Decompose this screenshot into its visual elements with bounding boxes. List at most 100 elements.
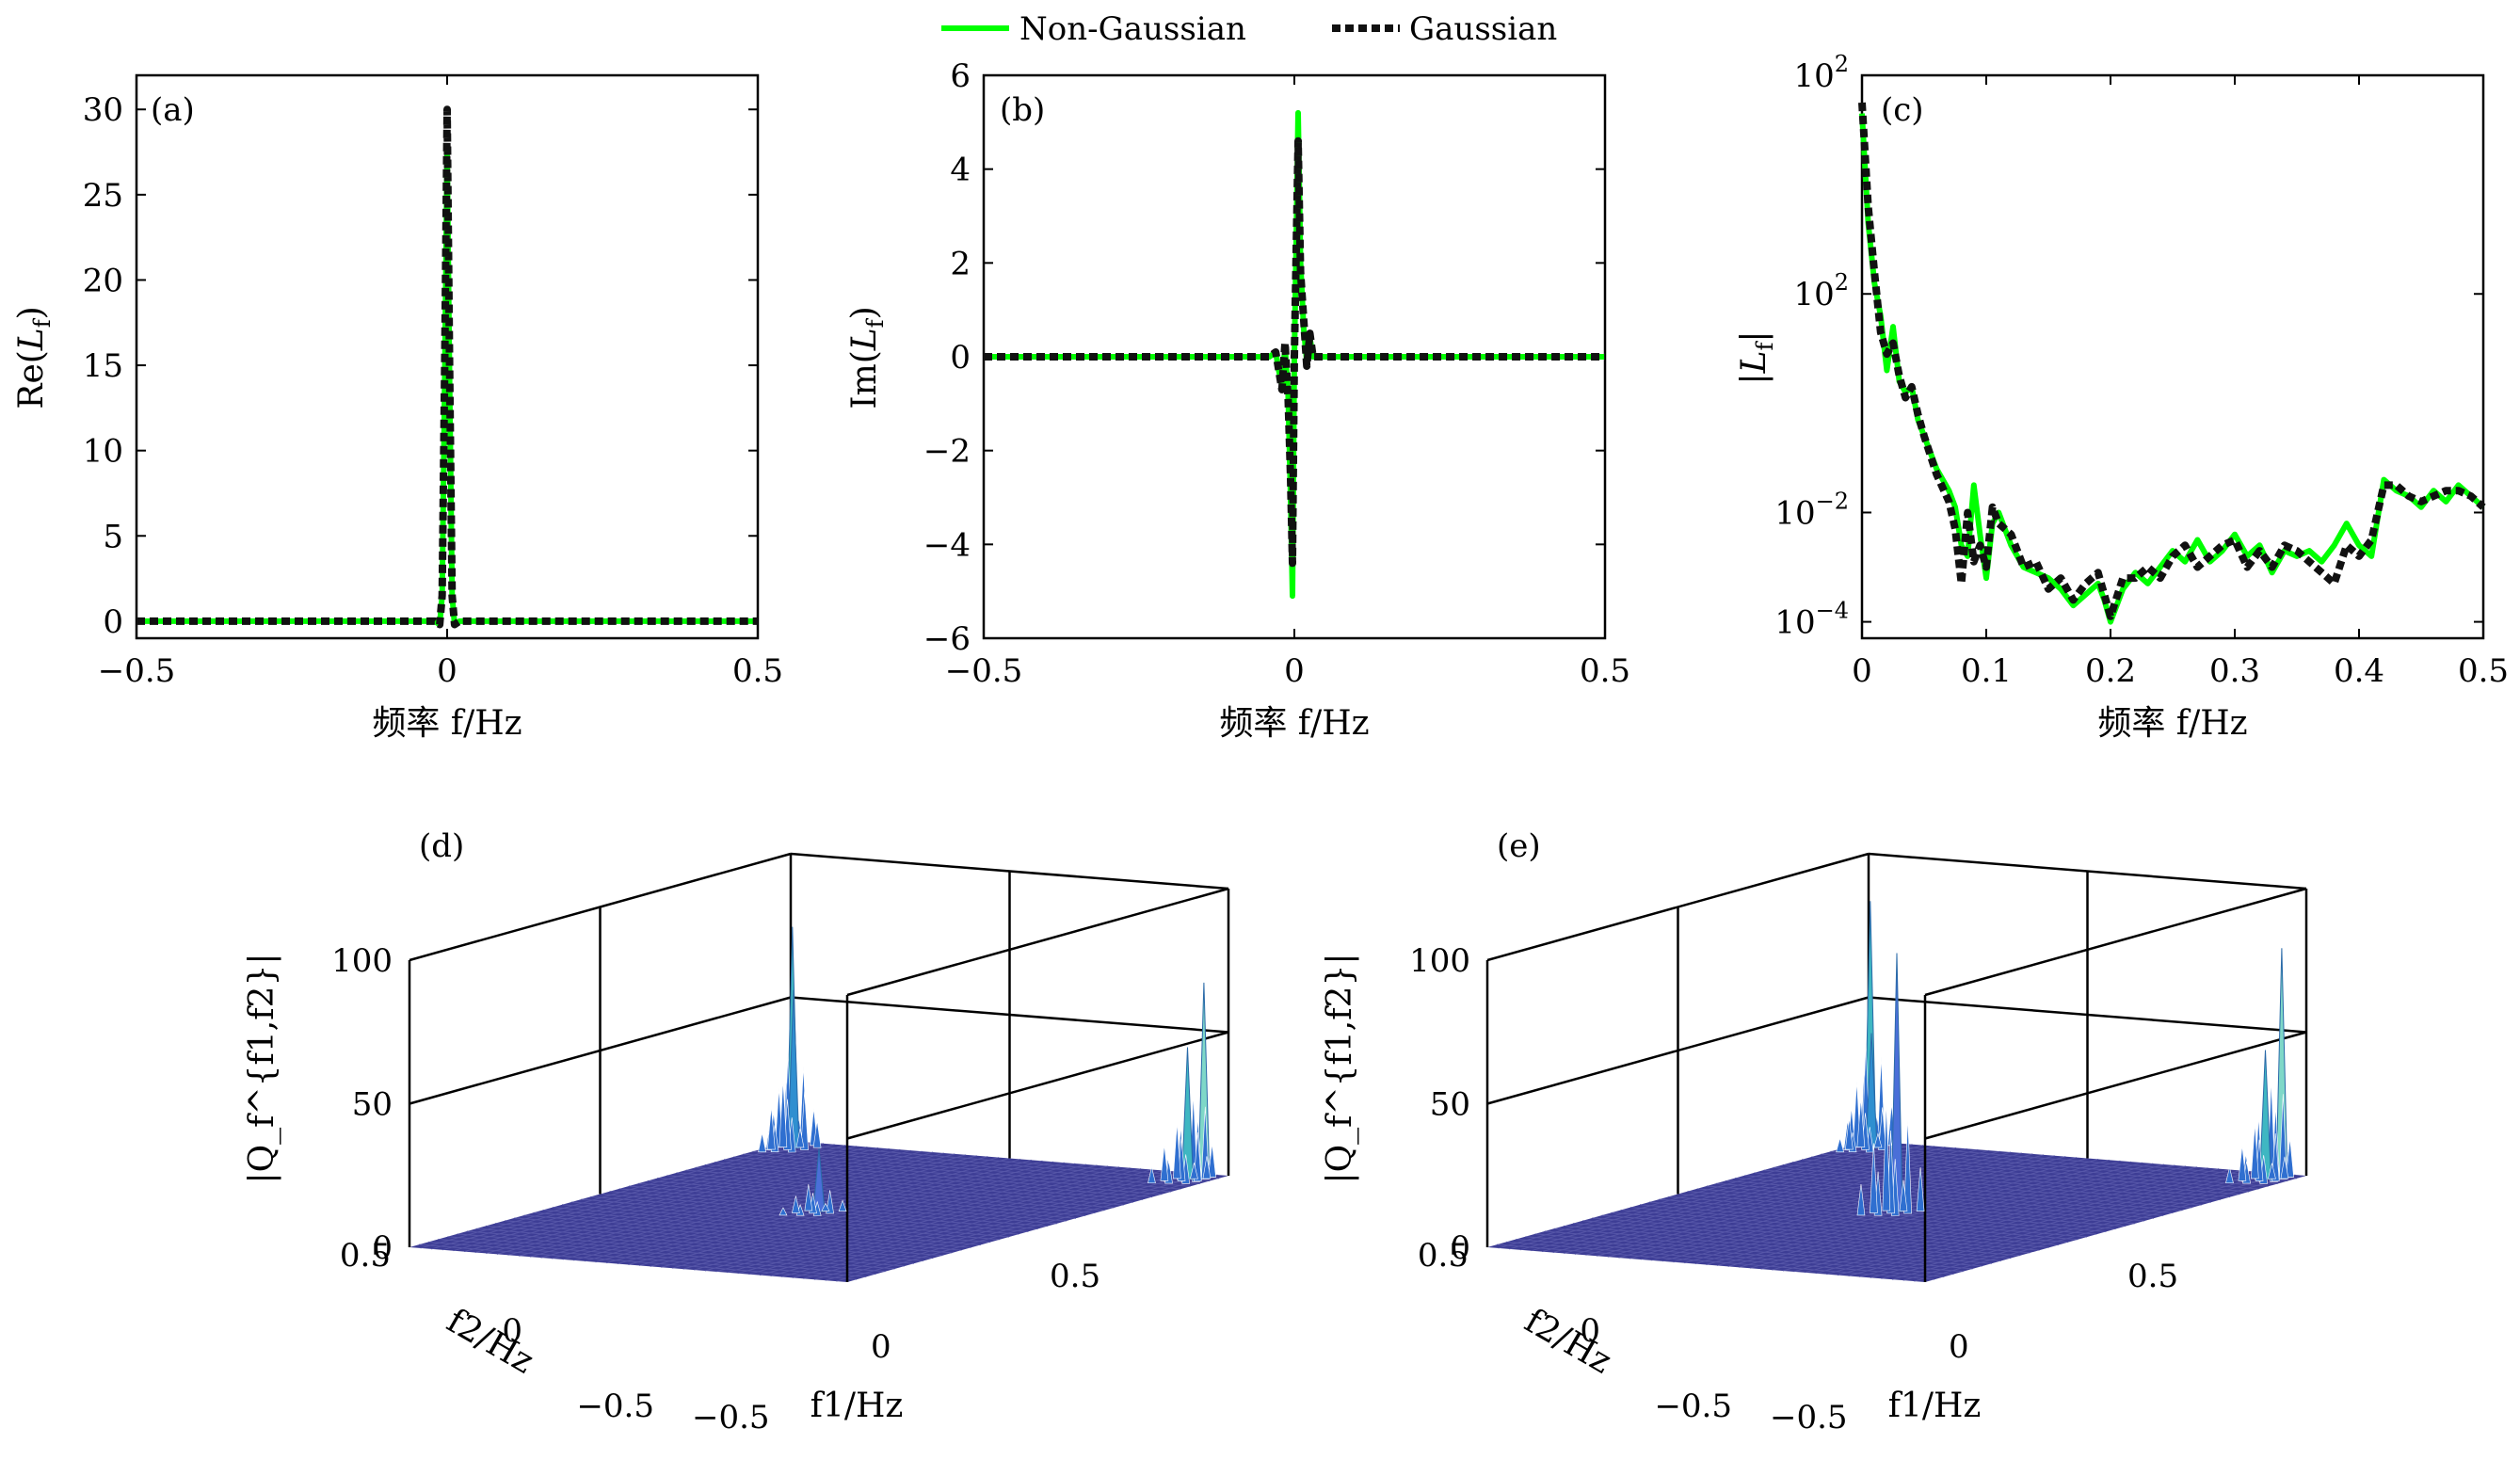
chart-b-xtick-label: 0 bbox=[1284, 652, 1305, 690]
chart-e-floor-grid bbox=[1735, 1178, 2174, 1214]
chart-e-floor-grid bbox=[1839, 1147, 2278, 1184]
chart-b-ytick-label: 2 bbox=[950, 245, 971, 282]
chart-d-f1label: f1/Hz bbox=[811, 1387, 904, 1425]
chart-e-floor-grid bbox=[1791, 1162, 2231, 1198]
chart-d-peak-minor bbox=[767, 1106, 776, 1150]
chart-e-floor-grid bbox=[1749, 1161, 2132, 1269]
chart-e-floor-grid bbox=[1715, 1182, 2155, 1219]
chart-d-f2label: f2/Hz bbox=[441, 1302, 540, 1382]
chart-c-xtick-label: 0.1 bbox=[1961, 652, 2012, 690]
chart-d-f1-tick-label: 0 bbox=[871, 1328, 891, 1366]
legend-label-non-gaussian: Non-Gaussian bbox=[1019, 10, 1246, 48]
chart-d-peak-minor bbox=[1160, 1145, 1169, 1181]
chart-c-panel-label: (c) bbox=[1881, 91, 1924, 129]
chart-d-floor-grid bbox=[733, 1156, 1172, 1193]
chart-e-floor-grid bbox=[1848, 1169, 2230, 1277]
chart-e-f1-tick-label: −0.5 bbox=[1770, 1399, 1848, 1436]
chart-d-peak-minor bbox=[758, 1132, 766, 1153]
chart-d-floor-grid bbox=[704, 1163, 1087, 1272]
chart-d-floor-grid bbox=[792, 1170, 1175, 1278]
chart-b-ytick-label: −2 bbox=[923, 433, 971, 471]
chart-d-peak-minor bbox=[792, 1195, 800, 1213]
chart-a-ytick-label: 0 bbox=[103, 603, 123, 641]
chart-e-peak-minor bbox=[1844, 1118, 1854, 1150]
chart-a-ytick-label: 30 bbox=[83, 91, 123, 129]
chart-d-peak-minor bbox=[838, 1199, 847, 1211]
chart-d-floor-grid bbox=[825, 1173, 1207, 1281]
chart-c-ytick-label: 102 bbox=[1793, 51, 1849, 95]
chart-e-floor-grid bbox=[1815, 1166, 2197, 1275]
chart-d-floor-grid bbox=[618, 1188, 1057, 1225]
chart-d-floor-grid bbox=[661, 1160, 1043, 1268]
chart-e-wall-edge bbox=[1924, 887, 2307, 997]
chart-b-ytick-label: 4 bbox=[950, 152, 971, 189]
chart-e-peak-minor bbox=[1903, 1117, 1912, 1214]
chart-e-ztick-label: 0 bbox=[1450, 1229, 1470, 1267]
chart-d-floor-grid bbox=[676, 1172, 1115, 1209]
chart-d-ztick-label: 50 bbox=[352, 1086, 393, 1124]
chart-d-peak-minor bbox=[1208, 1144, 1216, 1178]
chart-d-wall-grid bbox=[409, 996, 792, 1105]
chart-e-f1-tick-label: 0.5 bbox=[2127, 1258, 2178, 1295]
chart-d-peak-minor bbox=[804, 1183, 813, 1211]
legend-label-gaussian: Gaussian bbox=[1409, 10, 1557, 48]
chart-b-xtick-label: −0.5 bbox=[945, 652, 1023, 690]
chart-b-line-gaussian bbox=[984, 136, 1605, 568]
chart-e-floor-grid bbox=[1696, 1188, 2135, 1225]
chart-a-line-gaussian bbox=[136, 105, 758, 629]
chart-e-peak-minor bbox=[1882, 1101, 1891, 1211]
chart-c-xlabel: 频率 f/Hz bbox=[2097, 704, 2247, 743]
chart-d-peak-minor bbox=[1173, 1122, 1181, 1179]
chart-d-peak-minor bbox=[795, 1128, 805, 1148]
chart-a-series bbox=[136, 105, 758, 629]
chart-d-floor-grid bbox=[759, 1168, 1142, 1276]
chart-d-peak-minor bbox=[800, 1091, 809, 1150]
chart-d-wall-grid bbox=[846, 1031, 1229, 1140]
chart-e-floor-grid bbox=[1760, 1162, 2143, 1270]
chart-e-floor-grid bbox=[1891, 1172, 2274, 1280]
chart-d-f2-tick-label: −0.5 bbox=[576, 1388, 654, 1425]
chart-e-floor-grid bbox=[1804, 1165, 2187, 1274]
chart-d-floor-grid bbox=[715, 1164, 1098, 1273]
chart-e-peak-minor bbox=[2280, 1156, 2289, 1179]
chart-e-ztick-label: 100 bbox=[1409, 942, 1470, 980]
chart-e-peak-minor bbox=[1899, 1179, 1908, 1211]
chart-d-floor-grid bbox=[781, 1169, 1164, 1277]
chart-d-floor-grid bbox=[704, 1163, 1143, 1200]
chart-a-xtick-label: −0.5 bbox=[98, 652, 176, 690]
chart-d-peak-minor bbox=[1148, 1166, 1156, 1184]
chart-d-floor-grid bbox=[650, 1159, 1032, 1267]
chart-e-peak-minor bbox=[2286, 1138, 2294, 1178]
chart-e-f1label: f1/Hz bbox=[1888, 1387, 1982, 1425]
chart-d-floor-grid bbox=[685, 1169, 1124, 1206]
chart-b-y-ticks: −6 −4 −2 0 2 4 6 bbox=[923, 57, 1605, 658]
chart-e-peak-minor bbox=[1870, 1143, 1878, 1213]
chart-c-ytick-label: 10−2 bbox=[1774, 488, 1849, 532]
chart-a-panel-label: (a) bbox=[151, 91, 195, 129]
chart-d-floor-grid bbox=[771, 1146, 1210, 1182]
chart-d-floor-grid bbox=[762, 1147, 1200, 1184]
chart-e-peak-minor bbox=[2268, 1163, 2276, 1179]
chart-a-ylabel: Re(Lf) bbox=[12, 306, 56, 409]
chart-c-xtick-label: 0.4 bbox=[2334, 652, 2384, 690]
chart-a-xtick-label: 0.5 bbox=[732, 652, 783, 690]
chart-d-floor-grid bbox=[714, 1162, 1153, 1198]
chart-e-floor-grid bbox=[1914, 1174, 2296, 1282]
chart-e-peak-minor bbox=[1878, 1107, 1886, 1150]
chart-a-ytick-label: 10 bbox=[83, 433, 123, 471]
chart-d-peak bbox=[1180, 1047, 1195, 1180]
chart-e-floor-grid bbox=[1727, 1159, 2110, 1267]
chart-d-floor-grid bbox=[726, 1165, 1109, 1274]
chart-e-floor-grid bbox=[1725, 1179, 2164, 1216]
chart-d-floor-grid bbox=[737, 1166, 1119, 1275]
chart-e-ztick-label: 50 bbox=[1430, 1086, 1470, 1124]
chart-d-f1-tick-label: 0.5 bbox=[1050, 1258, 1100, 1295]
chart-a: (a) 0 5 10 15 20 25 30 −0.5 0 0.5 Re(Lf) 频率 f/Hz bbox=[12, 73, 783, 743]
chart-e-f2-tick-label: 0 bbox=[1580, 1312, 1600, 1350]
chart-e-f2-tick-label: 0.5 bbox=[1418, 1237, 1469, 1275]
chart-c-xtick-label: 0.3 bbox=[2209, 652, 2260, 690]
chart-e-floor-grid bbox=[1870, 1170, 2253, 1278]
chart-a-xtick-label: 0 bbox=[437, 652, 457, 690]
chart-a-ytick-label: 5 bbox=[103, 518, 123, 555]
